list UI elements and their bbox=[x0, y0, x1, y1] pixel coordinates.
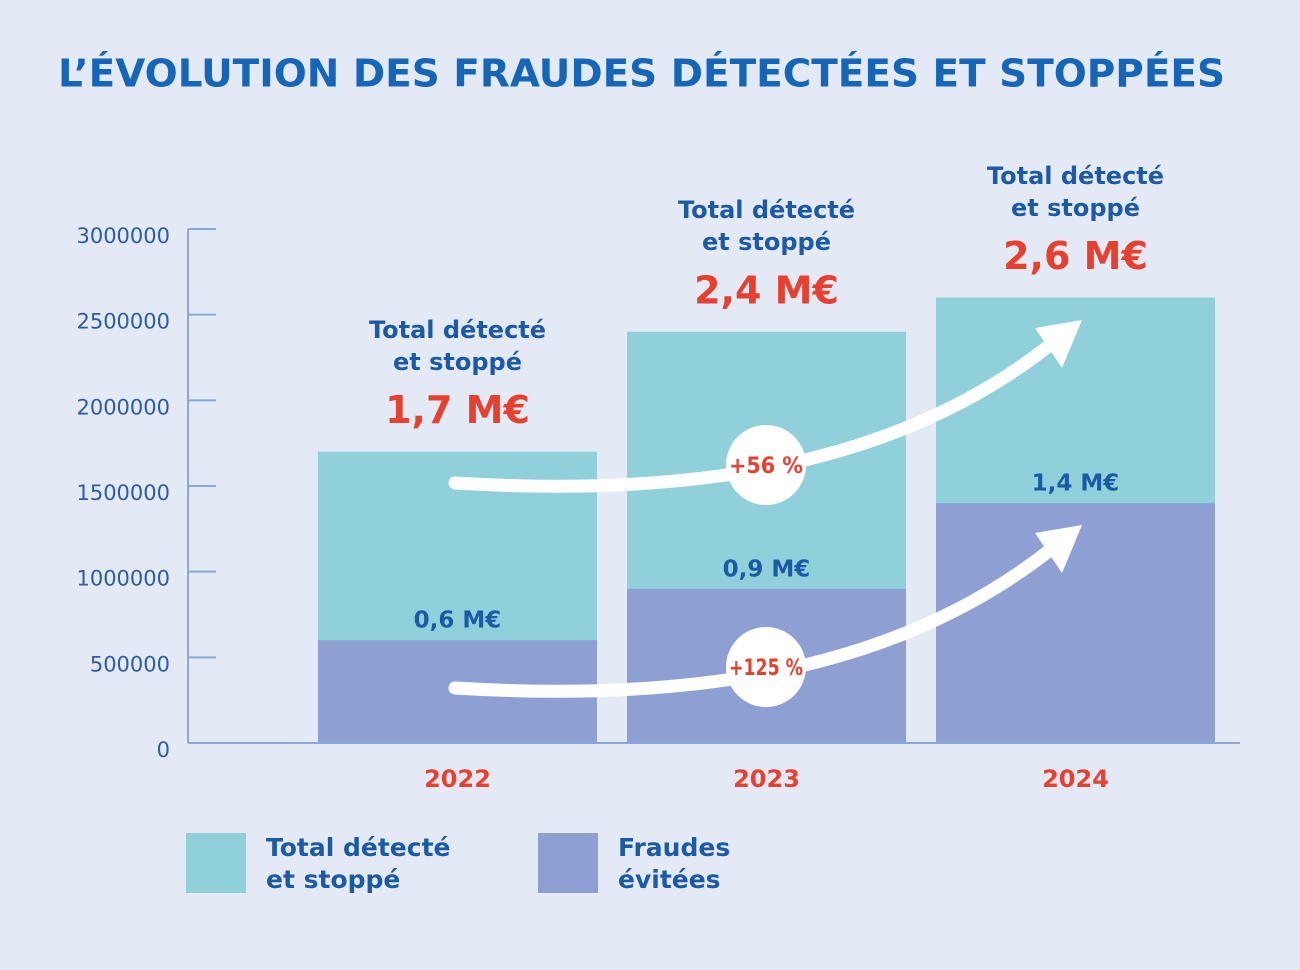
value-label: 2,6 M€ bbox=[1003, 234, 1148, 278]
y-tick-label: 500000 bbox=[90, 652, 170, 676]
y-tick-label: 3000000 bbox=[76, 224, 170, 248]
x-tick-label: 2024 bbox=[1042, 765, 1109, 793]
y-tick-label: 2500000 bbox=[76, 310, 170, 334]
value-label: 0,9 M€ bbox=[723, 556, 811, 582]
arrow-head bbox=[1035, 525, 1082, 573]
y-tick-label: 1500000 bbox=[76, 481, 170, 505]
bar-caption: Total détecté et stoppé bbox=[368, 315, 547, 376]
arrow-head bbox=[1035, 320, 1082, 368]
value-label: 2,4 M€ bbox=[694, 268, 839, 312]
growth-label: +125 % bbox=[729, 656, 803, 681]
growth-label: +56 % bbox=[729, 454, 803, 479]
legend-swatch bbox=[186, 833, 246, 893]
y-tick-label: 2000000 bbox=[76, 395, 170, 419]
value-label: 0,6 M€ bbox=[414, 608, 502, 634]
x-tick-label: 2022 bbox=[424, 765, 491, 793]
x-tick-label: 2023 bbox=[733, 765, 800, 793]
legend-label: Total détecté et stoppé bbox=[266, 833, 451, 894]
growth-badge bbox=[726, 627, 806, 707]
value-label: 1,7 M€ bbox=[385, 388, 530, 432]
legend-label: Fraudes évitées bbox=[618, 833, 731, 894]
value-label: 1,4 M€ bbox=[1032, 471, 1120, 497]
growth-badge bbox=[726, 425, 806, 505]
bar-caption: Total détecté et stoppé bbox=[677, 195, 856, 256]
y-tick-label: 1000000 bbox=[76, 567, 170, 591]
bar bbox=[936, 503, 1215, 743]
legend-swatch bbox=[538, 833, 598, 893]
bar-caption: Total détecté et stoppé bbox=[986, 161, 1165, 222]
y-tick-label: 0 bbox=[157, 738, 170, 762]
chart-title: L’ÉVOLUTION DES FRAUDES DÉTECTÉES ET STO… bbox=[58, 52, 1225, 96]
